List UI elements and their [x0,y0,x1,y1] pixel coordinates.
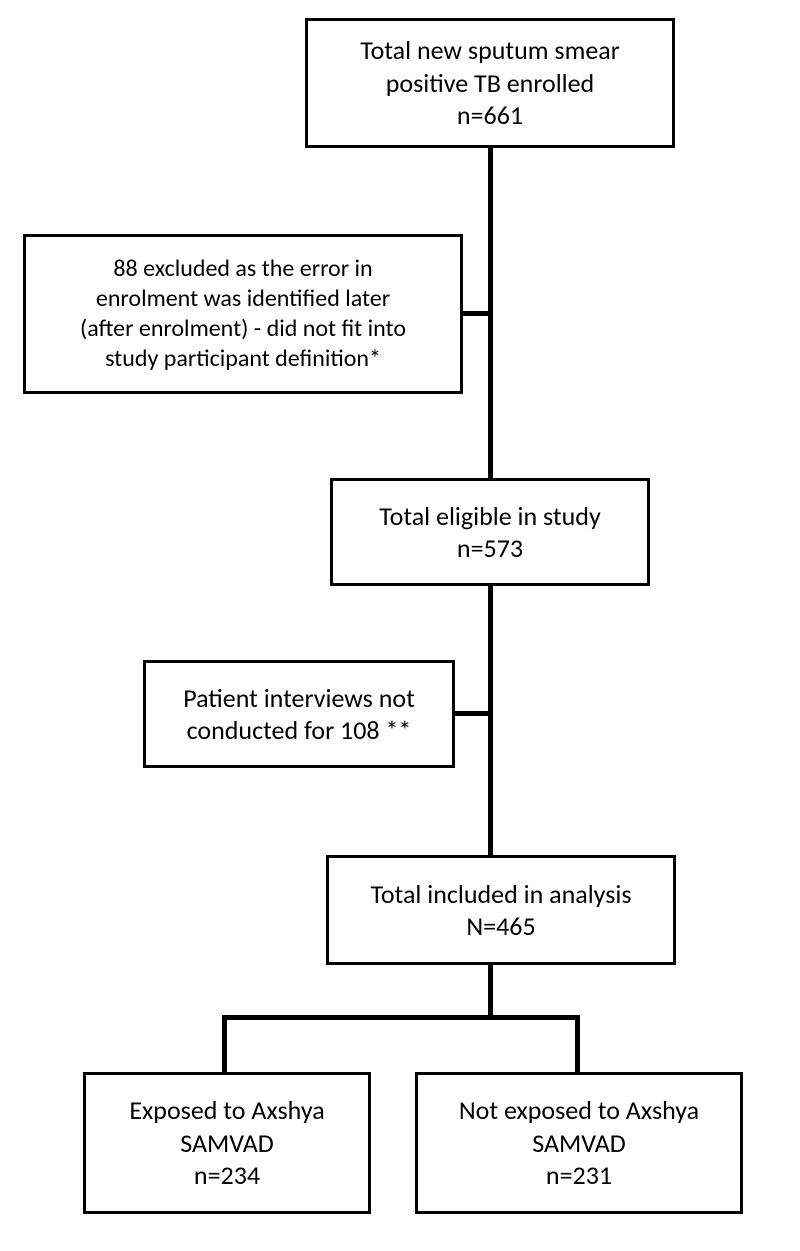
node-eligible-line2: n=573 [457,532,523,565]
node-not-interviewed-line1: Patient interviews not [183,682,415,715]
node-not-exposed-line1: Not exposed to Axshya [459,1094,699,1127]
node-not-exposed-line3: n=231 [546,1159,612,1192]
edge-to-not-interviewed [455,711,490,716]
edge-included-down [488,965,493,1020]
flowchart-canvas: Total new sputum smear positive TB enrol… [0,0,800,1251]
edge-to-excluded [463,311,490,316]
node-exposed-line1: Exposed to Axshya [129,1094,324,1127]
node-not-interviewed: Patient interviews not conducted for 108… [143,660,455,768]
node-eligible-line1: Total eligible in study [379,500,600,533]
edge-split-bar [222,1015,580,1020]
node-included-line1: Total included in analysis [370,878,631,911]
node-eligible: Total eligible in study n=573 [330,478,650,586]
node-excluded-line2: enrolment was identified later [96,284,390,314]
node-excluded-line3: (after enrolment) - did not fit into [80,314,406,344]
node-exposed-line3: n=234 [194,1159,260,1192]
node-not-exposed: Not exposed to Axshya SAMVAD n=231 [415,1072,743,1214]
node-included-line2: N=465 [466,910,535,943]
node-excluded-line4: study participant definition* [105,344,381,374]
node-excluded: 88 excluded as the error in enrolment wa… [23,234,463,394]
edge-to-not-exposed [575,1015,580,1072]
edge-eligible-to-included [488,586,493,855]
node-enrolled-line3: n=661 [457,99,523,132]
node-enrolled-line1: Total new sputum smear [360,34,620,67]
edge-to-exposed [222,1015,227,1072]
node-exposed-line2: SAMVAD [180,1127,274,1160]
node-enrolled-line2: positive TB enrolled [386,67,594,100]
node-included: Total included in analysis N=465 [326,855,676,965]
node-not-interviewed-line2: conducted for 108 ** [187,714,412,747]
node-excluded-line1: 88 excluded as the error in [113,254,372,284]
node-enrolled: Total new sputum smear positive TB enrol… [305,18,675,148]
node-exposed: Exposed to Axshya SAMVAD n=234 [83,1072,371,1214]
node-not-exposed-line2: SAMVAD [532,1127,626,1160]
